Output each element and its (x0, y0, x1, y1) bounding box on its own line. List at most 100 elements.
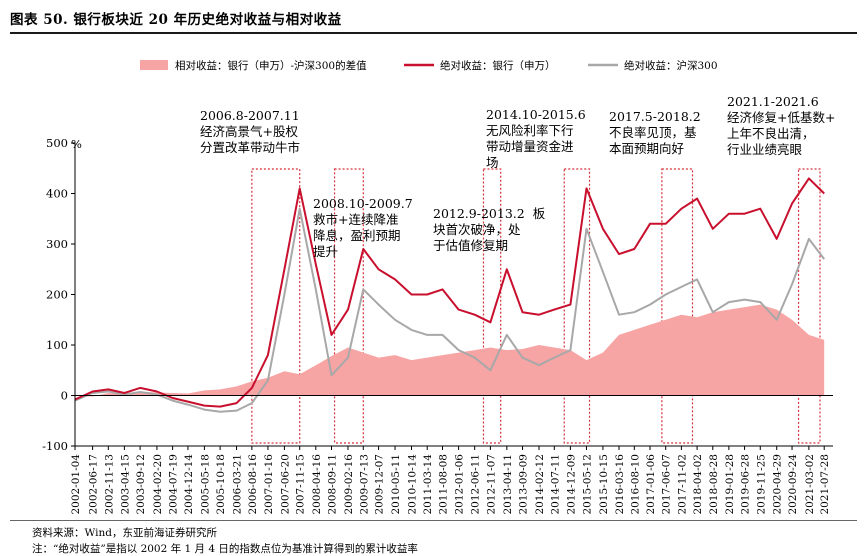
annotation-line: 行业业绩亮眼 (727, 142, 803, 157)
x-tick-label: 2011-03-14 (422, 454, 434, 515)
annotation-2: 2008.10-2009.7 救市+连续降准 降息，盈利预期 提升 (313, 196, 413, 260)
annotation-line: 2021.1-2021.6 (727, 94, 819, 109)
x-tick-label: 2004-12-14 (183, 454, 195, 515)
annotation-line: 场 (486, 155, 499, 170)
annotation-line: 块首次破净，处 (433, 222, 521, 237)
period-box (661, 168, 694, 444)
source-note: 资料来源：Wind，东亚前海证券研究所 (32, 527, 217, 539)
area-series (75, 304, 825, 397)
x-tick-label: 2006-03-21 (232, 454, 244, 515)
x-tick-label: 2017-11-02 (676, 454, 688, 515)
annotation-line: 2006.8-2007.11 (200, 108, 300, 123)
x-tick-label: 2014-07-11 (549, 454, 561, 515)
bank-absolute-return-line (74, 177, 825, 408)
period-box (797, 168, 821, 444)
annotation-line: 无风险利率下行 (486, 123, 574, 138)
annotation-line: 经济高景气+股权 (200, 124, 298, 139)
y-tick-label: 0 (61, 389, 68, 403)
annotation-5: 2017.5-2018.2 不良率见顶，基 本面预期向好 (609, 109, 701, 157)
line-series (74, 177, 825, 413)
x-tick-label: 2004-02-20 (152, 454, 164, 515)
x-tick-label: 2018-08-28 (708, 454, 720, 515)
period-box (482, 168, 502, 444)
x-tick-label: 2019-01-28 (724, 454, 736, 515)
footer-rule (10, 520, 857, 521)
x-tick-label: 2019-06-28 (740, 454, 752, 515)
legend: 相对收益：银行（申万）-沪深300的差值 绝对收益：银行（申万） 绝对收益：沪深30… (140, 59, 718, 72)
y-unit-label: % (71, 137, 82, 151)
y-tick-label: 400 (46, 187, 68, 201)
annotation-line: 2017.5-2018.2 (609, 109, 701, 124)
axes: -100 0 100 200 300 400 500 % 2002-01-04 2002-06-1… (42, 136, 833, 515)
annotation-line: 救市+连续降准 (313, 212, 399, 227)
x-tick-label: 2013-04-11 (502, 454, 514, 515)
x-tick-label: 2007-06-20 (279, 454, 291, 515)
legend-relative-swatch (140, 60, 168, 70)
x-tick-label: 2008-09-11 (326, 454, 338, 515)
x-tick-label: 2014-02-12 (534, 454, 546, 515)
x-tick-label: 2002-11-13 (103, 454, 115, 515)
x-tick-label: 2006-08-16 (247, 454, 259, 515)
annotation-line: 分置改革带动牛市 (200, 140, 301, 155)
x-tick-label: 2011-08-08 (438, 454, 450, 515)
x-tick-label: 2002-01-04 (70, 454, 82, 515)
legend-bank-label: 绝对收益：银行（申万） (440, 59, 556, 72)
annotation-line: 不良率见顶，基 (609, 125, 697, 140)
annotation-line: 本面预期向好 (609, 141, 685, 156)
annotation-line: 2012.9-2013.2 (433, 206, 525, 221)
x-tick-label: 2010-05-11 (390, 454, 402, 515)
x-tick-label: 2009-02-16 (343, 454, 355, 515)
x-tick-label: 2004-07-19 (168, 454, 180, 515)
y-tick-label: -100 (42, 439, 68, 453)
x-tick-label: 2021-07-28 (819, 454, 831, 515)
x-tick-label: 2012-06-11 (470, 454, 482, 515)
y-tick-label: 500 (46, 136, 68, 150)
x-tick-label: 2014-12-09 (565, 454, 577, 515)
x-tick-label: 2010-10-14 (407, 454, 419, 515)
x-tick-label: 2013-09-09 (518, 454, 530, 515)
x-tick-label: 2020-09-24 (787, 454, 799, 515)
y-tick-label: 300 (46, 237, 68, 251)
x-tick-label: 2005-10-18 (215, 454, 227, 515)
y-tick-label: 100 (46, 338, 68, 352)
annotation-line: 提升 (313, 244, 339, 259)
annotation-3: 2012.9-2013.2 板块首次破净，处 于估值修复期 (433, 206, 545, 254)
x-tick-label: 2017-01-06 (645, 454, 657, 515)
annotation-line: 上年不良出清， (727, 126, 815, 141)
title-rule (10, 32, 857, 34)
x-tick-label: 2009-12-07 (374, 454, 386, 515)
annotation-line: 板 (532, 206, 546, 221)
footnote: 注：“绝对收益”是指以 2002 年 1 月 4 日的指数点位为基准计算得到的累… (32, 543, 418, 555)
x-tick-label: 2012-11-07 (485, 454, 497, 515)
x-tick-label: 2016-03-16 (614, 454, 626, 515)
y-tick-label: 200 (46, 288, 68, 302)
period-box (251, 168, 301, 444)
annotation-line: 2014.10-2015.6 (486, 107, 586, 122)
x-tick-label: 2008-04-16 (311, 454, 323, 515)
annotation-4: 2014.10-2015.6 无风险利率下行 带动增量资金进场 (486, 107, 586, 171)
x-tick-label: 2009-07-13 (358, 454, 370, 515)
x-tick-label: 2007-01-16 (263, 454, 275, 515)
x-tick-label: 2018-04-02 (692, 454, 704, 515)
annotation-line: 经济修复+低基数+ (727, 110, 836, 125)
x-tick-label: 2016-08-10 (629, 454, 641, 515)
x-tick-label: 2019-11-25 (755, 454, 767, 515)
x-tick-label: 2020-04-29 (772, 454, 784, 515)
x-tick-label: 2007-11-15 (295, 454, 307, 515)
x-tick-label: 2003-09-12 (135, 454, 147, 515)
annotation-1: 2006.8-2007.11 经济高景气+股权 分置改革带动牛市 (200, 108, 300, 156)
legend-hs300-label: 绝对收益：沪深300 (624, 59, 718, 72)
x-tick-label: 2012-01-06 (454, 454, 466, 515)
x-tick-label: 2021-03-02 (804, 454, 816, 515)
x-tick-label: 2005-05-18 (199, 454, 211, 515)
annotation-line: 降息，盈利预期 (313, 228, 401, 243)
annotation-line: 带动增量资金进 (486, 139, 574, 154)
x-tick-label: 2002-06-17 (88, 454, 100, 515)
page-title: 图表 50. 银行板块近 20 年历史绝对收益与相对收益 (10, 12, 342, 28)
x-tick-label: 2003-04-15 (119, 454, 131, 515)
annotation-line: 于估值修复期 (433, 238, 509, 253)
period-box (333, 168, 364, 444)
annotation-line: 2008.10-2009.7 (313, 196, 413, 211)
x-tick-label: 2017-06-07 (661, 454, 673, 515)
